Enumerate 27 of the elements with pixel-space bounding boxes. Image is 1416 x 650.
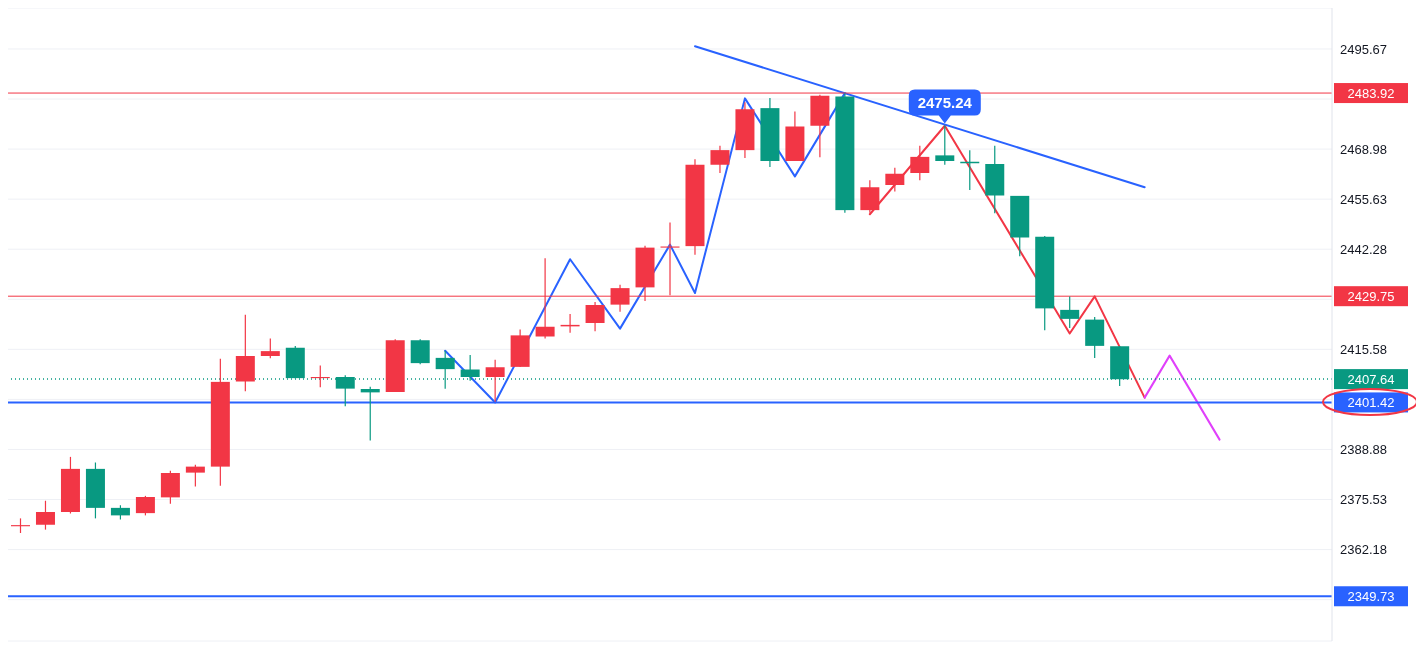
y-tick-label: 2495.67: [1340, 41, 1387, 57]
ref-line-label: 2401.42: [1347, 395, 1395, 411]
candlestick: [35, 500, 55, 531]
candlestick: [135, 495, 155, 516]
candlestick: [710, 145, 730, 174]
candlestick: [935, 125, 955, 166]
y-tick-label: 2388.88: [1340, 442, 1387, 458]
y-tick-label: 2375.53: [1340, 492, 1387, 508]
candlestick: [885, 167, 905, 192]
candlestick: [260, 337, 280, 359]
ref-line-label: 2407.64: [1347, 372, 1395, 388]
y-tick-label: 2442.28: [1340, 241, 1387, 257]
ref-line-label: 2429.75: [1347, 289, 1395, 305]
y-tick-label: 2415.58: [1340, 341, 1387, 357]
candlestick: [585, 301, 605, 332]
candlestick: [910, 145, 930, 181]
candlestick: [485, 359, 505, 403]
candlestick: [410, 338, 430, 365]
annotation: 2475.24: [917, 93, 973, 111]
y-tick-label: 2455.63: [1340, 191, 1387, 207]
candlestick: [310, 364, 330, 388]
ref-line-label: 2349.73: [1347, 589, 1395, 605]
y-tick-label: 2468.98: [1340, 141, 1387, 157]
y-tick-label: 2362.18: [1340, 542, 1387, 558]
candlestick: [185, 464, 205, 488]
ref-line-label: 2483.92: [1347, 86, 1395, 102]
candlestick: [1060, 295, 1080, 329]
